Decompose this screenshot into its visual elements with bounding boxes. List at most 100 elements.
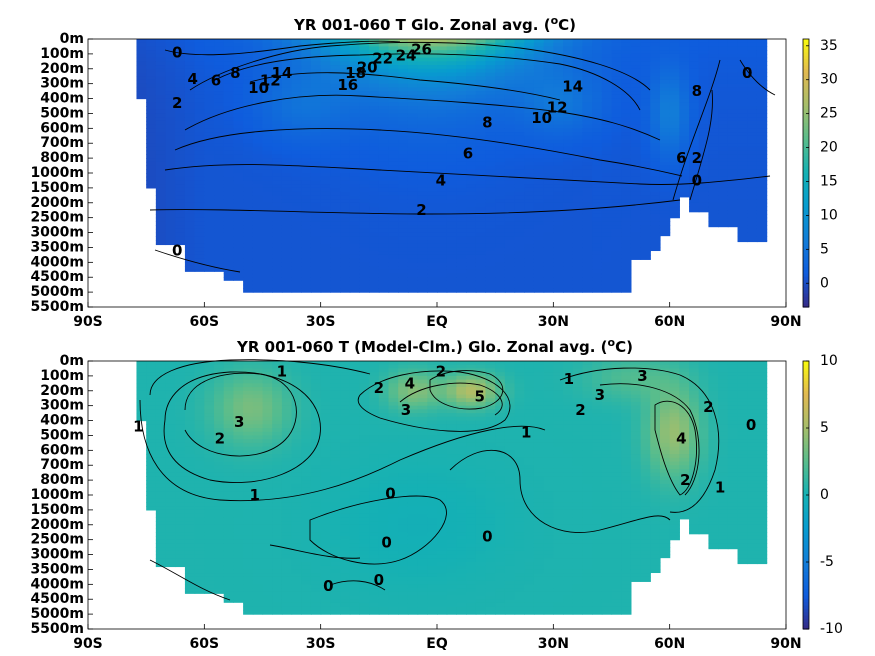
heatmap-cell	[669, 124, 680, 129]
heatmap-cell	[320, 113, 331, 118]
heatmap-cells	[136, 39, 768, 293]
heatmap-cell	[194, 61, 205, 66]
heatmap-cell	[737, 68, 748, 74]
heatmap-cell	[446, 98, 457, 103]
heatmap-cell	[252, 258, 264, 263]
heatmap-cell	[572, 154, 584, 159]
heatmap-cell	[756, 169, 768, 174]
heatmap-cell	[155, 547, 167, 552]
heatmap-cell	[485, 232, 496, 237]
heatmap-cell	[223, 269, 235, 275]
heatmap-cell	[640, 46, 651, 51]
heatmap-cell	[737, 187, 748, 193]
heatmap-cell	[475, 65, 487, 70]
heatmap-cell	[320, 106, 331, 111]
heatmap-cell	[698, 98, 710, 103]
heatmap-cell	[146, 461, 157, 466]
heatmap-cell	[650, 191, 661, 196]
heatmap-cell	[378, 232, 390, 237]
heatmap-cell	[233, 495, 244, 500]
heatmap-cell	[146, 476, 157, 481]
heatmap-cell	[611, 87, 622, 92]
heatmap-cell	[378, 135, 390, 141]
heatmap-cell	[214, 539, 225, 544]
heatmap-cell	[175, 232, 186, 237]
heatmap-cell	[466, 280, 477, 286]
heatmap-cell	[233, 457, 244, 463]
heatmap-cell	[427, 187, 438, 193]
heatmap-cell	[175, 94, 186, 100]
heatmap-cell	[252, 454, 264, 459]
heatmap-cell	[214, 569, 225, 574]
heatmap-cell	[592, 243, 603, 249]
heatmap-cell	[650, 199, 661, 204]
heatmap-cell	[233, 398, 244, 403]
heatmap-cell	[582, 176, 593, 182]
heatmap-cell	[165, 232, 176, 237]
heatmap-cell	[146, 184, 157, 189]
heatmap-cell	[243, 206, 254, 211]
heatmap-cell	[252, 161, 264, 167]
heatmap-cell	[388, 46, 399, 51]
heatmap-cell	[320, 273, 331, 278]
heatmap-cell	[223, 401, 235, 407]
heatmap-cell	[659, 225, 671, 230]
heatmap-cell	[243, 576, 254, 582]
heatmap-cell	[592, 206, 603, 211]
heatmap-cell	[514, 117, 525, 122]
heatmap-cell	[155, 124, 167, 129]
heatmap-cell	[514, 161, 525, 167]
heatmap-cell	[223, 158, 235, 163]
heatmap-cell	[388, 199, 399, 204]
heatmap-cell	[514, 280, 525, 286]
heatmap-cell	[214, 416, 225, 422]
heatmap-cell	[262, 113, 273, 118]
heatmap-cell	[475, 120, 487, 126]
heatmap-cell	[175, 416, 186, 422]
heatmap-cell	[165, 39, 176, 44]
heatmap-cell	[155, 213, 167, 219]
heatmap-cell	[155, 180, 167, 185]
heatmap-cell	[533, 109, 545, 115]
heatmap-cell	[611, 187, 622, 193]
heatmap-cell	[514, 39, 525, 44]
heatmap-cell	[155, 517, 167, 522]
heatmap-cell	[204, 573, 215, 578]
heatmap-cell	[592, 124, 603, 129]
heatmap-cell	[650, 161, 661, 167]
heatmap-cell	[524, 169, 535, 174]
heatmap-cell	[204, 98, 215, 103]
heatmap-cell	[378, 273, 390, 278]
heatmap-cell	[504, 87, 516, 92]
y-tick-label: 800m	[40, 150, 84, 166]
heatmap-cell	[175, 221, 186, 226]
heatmap-cell	[456, 273, 467, 278]
heatmap-cell	[378, 120, 390, 126]
heatmap-cell	[223, 53, 235, 59]
heatmap-cell	[291, 284, 302, 289]
heatmap-cell	[349, 221, 361, 226]
heatmap-cell	[204, 65, 215, 70]
heatmap-cell	[223, 124, 235, 129]
heatmap-cell	[378, 191, 390, 196]
heatmap-cell	[485, 68, 496, 74]
heatmap-cell	[281, 288, 293, 293]
heatmap-cell	[281, 240, 293, 245]
heatmap-cell	[233, 509, 244, 515]
heatmap-cell	[708, 132, 719, 137]
heatmap-cell	[659, 91, 671, 96]
heatmap-cell	[330, 240, 341, 245]
heatmap-cell	[155, 364, 167, 370]
heatmap-cell	[659, 39, 671, 44]
heatmap-cell	[563, 120, 574, 126]
heatmap-cell	[533, 139, 545, 144]
heatmap-cell	[272, 68, 283, 74]
heatmap-cell	[194, 124, 205, 129]
heatmap-cell	[611, 228, 622, 234]
heatmap-cell	[194, 91, 205, 96]
heatmap-cell	[514, 173, 525, 178]
y-tick-label: 100m	[40, 46, 84, 62]
heatmap-cell	[165, 372, 176, 377]
heatmap-cell	[262, 135, 273, 141]
heatmap-cell	[223, 262, 235, 267]
